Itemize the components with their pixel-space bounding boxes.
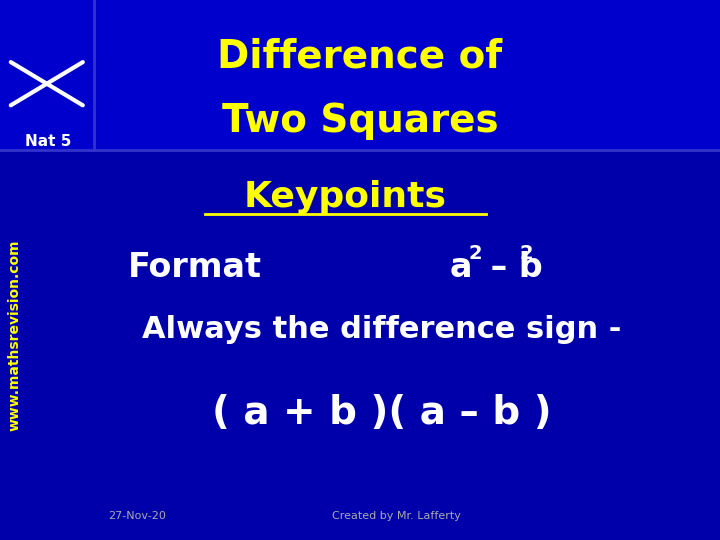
Text: 27-Nov-20: 27-Nov-20 xyxy=(108,511,166,521)
Text: Keypoints: Keypoints xyxy=(244,180,447,214)
Text: a: a xyxy=(450,251,472,284)
Text: 2: 2 xyxy=(520,244,534,264)
Text: Always the difference sign -: Always the difference sign - xyxy=(142,315,621,344)
Bar xyxy=(0,0,720,150)
Text: www.mathsrevision.com: www.mathsrevision.com xyxy=(7,239,22,430)
Text: Nat 5: Nat 5 xyxy=(25,134,71,149)
Text: 2: 2 xyxy=(468,244,482,264)
Text: Created by Mr. Lafferty: Created by Mr. Lafferty xyxy=(332,511,460,521)
Text: Two Squares: Two Squares xyxy=(222,103,498,140)
Text: – b: – b xyxy=(479,251,543,284)
Text: Difference of: Difference of xyxy=(217,38,503,76)
Text: ( a + b )( a – b ): ( a + b )( a – b ) xyxy=(212,394,552,432)
Text: Format: Format xyxy=(127,251,261,284)
